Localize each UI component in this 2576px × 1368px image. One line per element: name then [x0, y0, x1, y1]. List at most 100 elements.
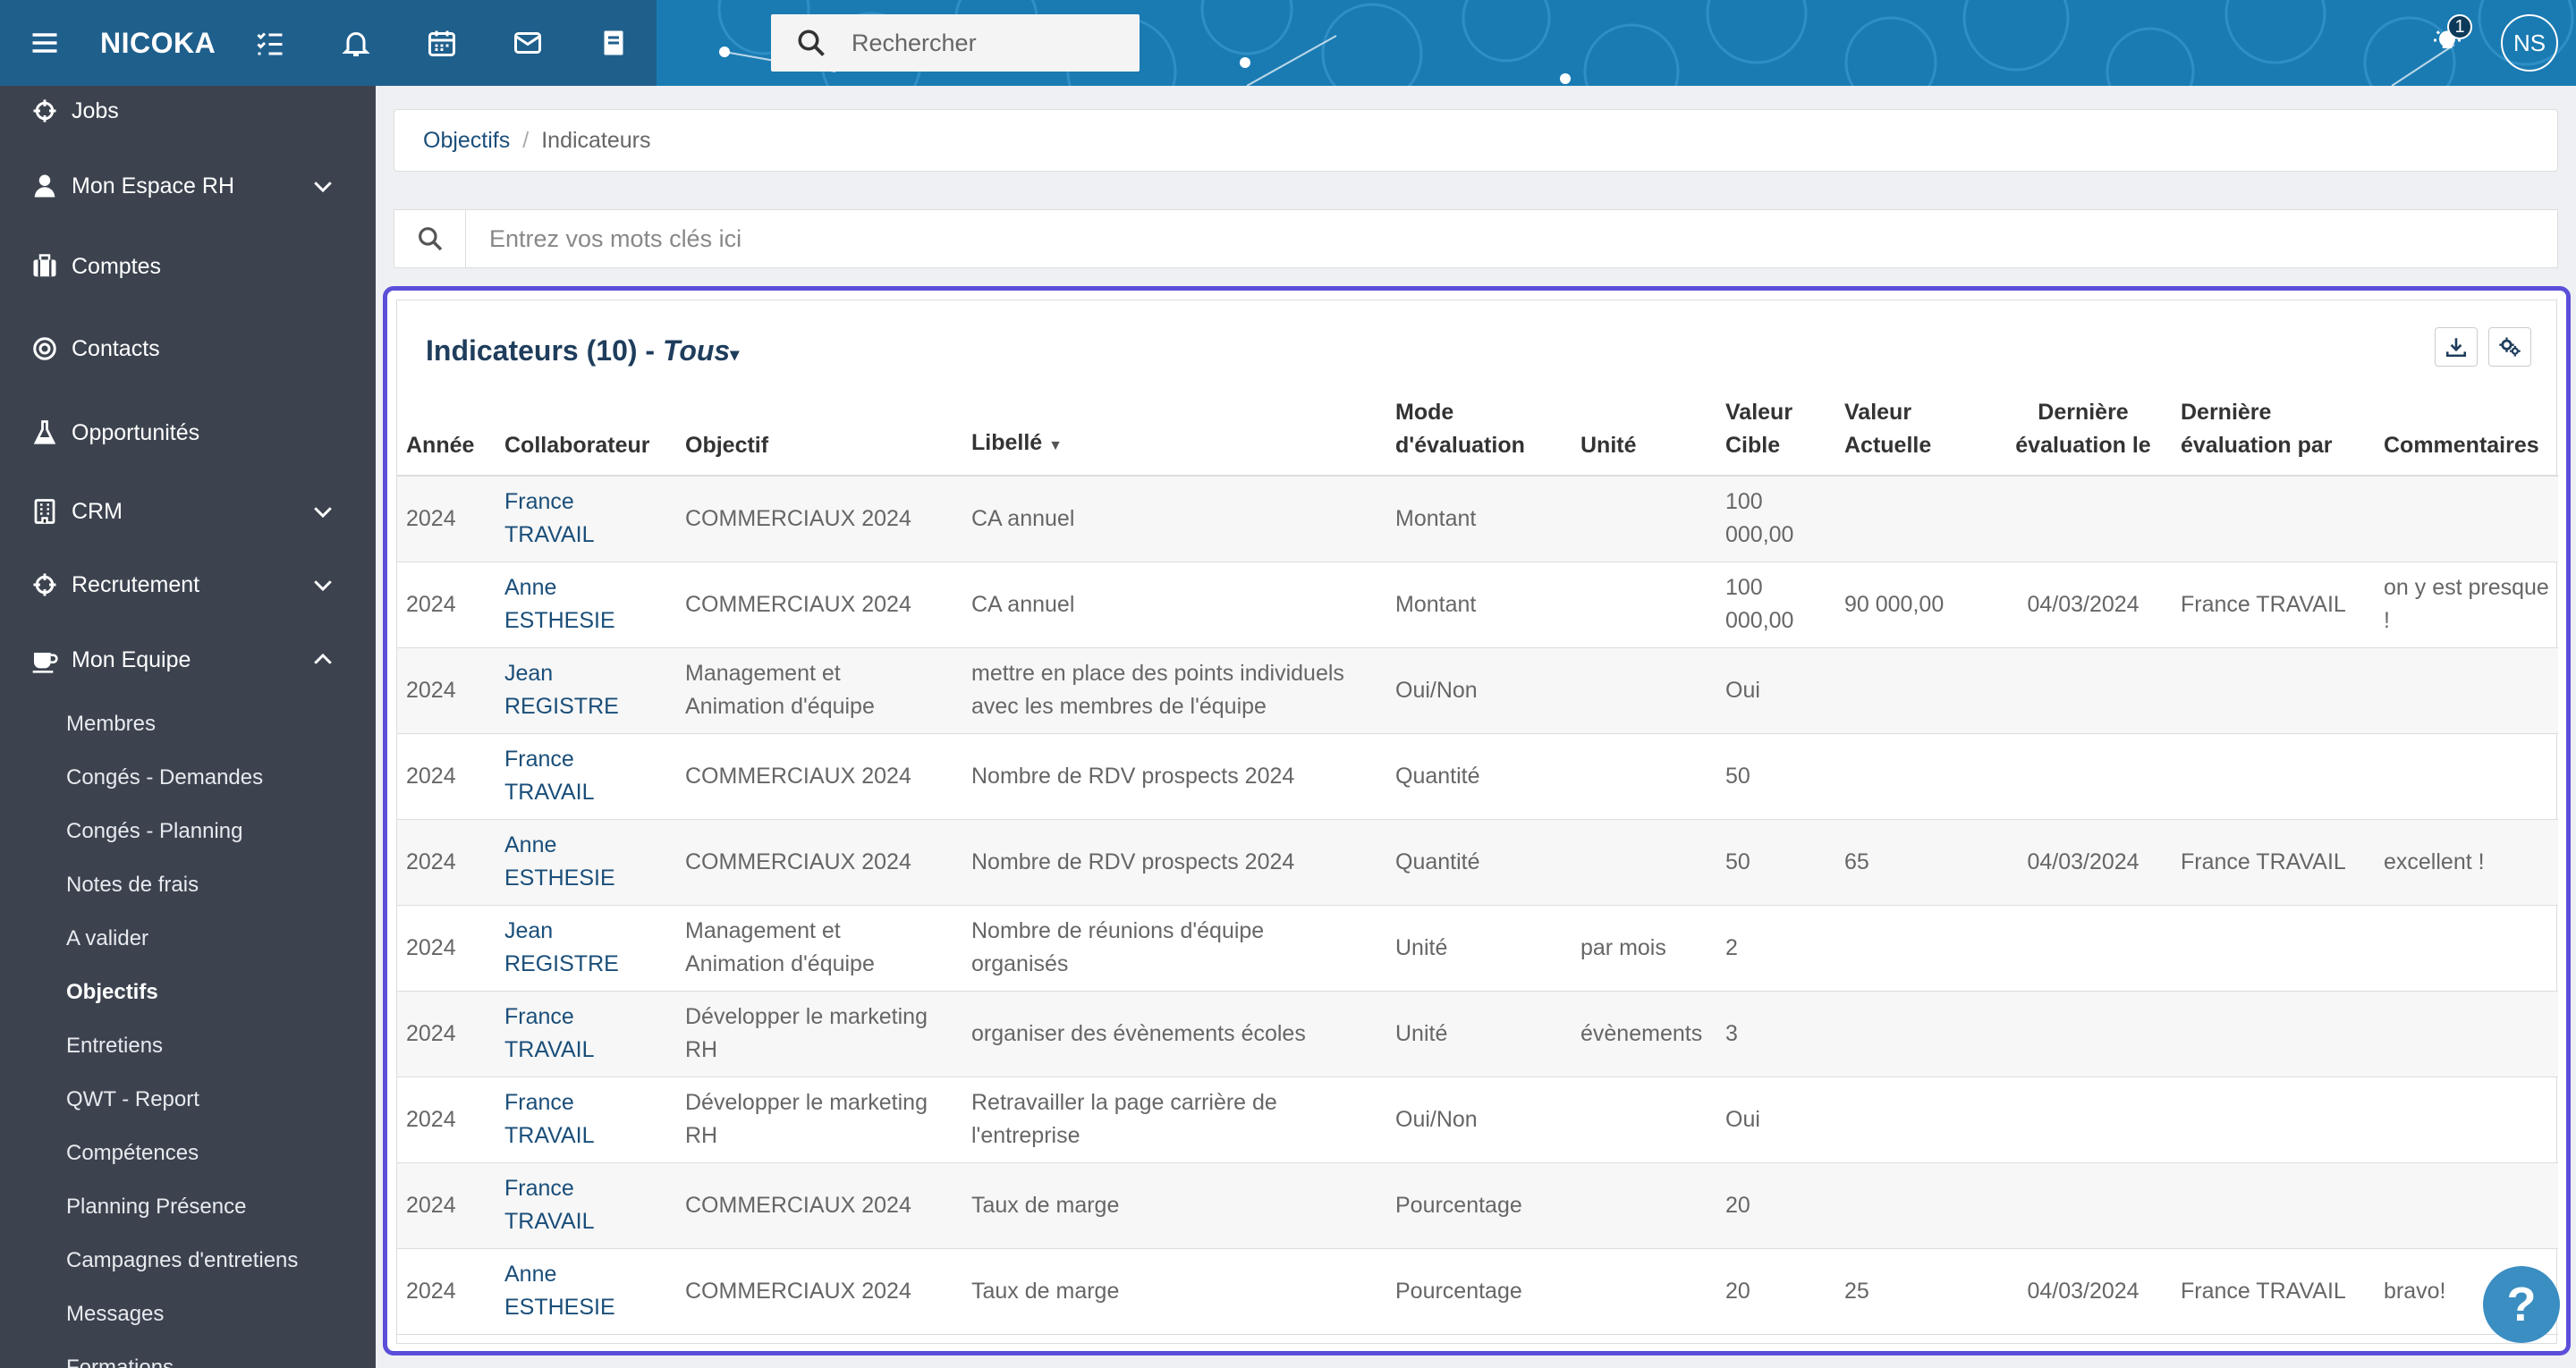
cell-libelle-text[interactable]: l'entreprise [971, 1123, 1080, 1148]
keyword-search[interactable]: Entrez vos mots clés ici [394, 209, 2558, 268]
cell-collaborateur-text[interactable]: Anne [504, 832, 557, 857]
cell-collaborateur[interactable]: Anne ESTHESIE [496, 1248, 676, 1335]
cell-collaborateur[interactable]: France TRAVAIL [496, 1077, 676, 1163]
table-row[interactable]: 2024 Jean REGISTRE Management et Animation d… [397, 905, 2558, 992]
breadcrumb-objectifs-link[interactable]: Objectifs [423, 127, 511, 153]
cell-collaborateur[interactable]: Anne ESTHESIE [496, 819, 676, 906]
cell-libelle[interactable]: Nombre de réunions d'équipe organisés [962, 905, 1386, 992]
cell-collaborateur-text[interactable]: TRAVAIL [504, 1123, 595, 1148]
caret-down-icon[interactable]: ▾ [730, 345, 740, 365]
cell-libelle[interactable]: Nombre de RDV prospects 2024 [962, 819, 1386, 906]
col-mode[interactable]: Mode d'évaluation [1386, 386, 1572, 477]
sidebar-subitem-planning-presence[interactable]: Planning Présence [66, 1195, 247, 1219]
sidebar-item-contacts[interactable]: Contacts [0, 331, 376, 367]
cell-collaborateur[interactable]: France TRAVAIL [496, 476, 676, 562]
cell-collaborateur-text[interactable]: TRAVAIL [504, 1209, 595, 1234]
settings-button[interactable] [2488, 327, 2531, 367]
mail-button[interactable] [510, 0, 546, 86]
col-commentaires[interactable]: Commentaires [2375, 386, 2558, 477]
cell-libelle[interactable]: Retravailler la page carrière de l'entrep… [962, 1077, 1386, 1163]
global-search-placeholder[interactable]: Rechercher [852, 29, 977, 56]
sidebar-subitem-competences[interactable]: Compétences [66, 1141, 199, 1165]
cell-libelle[interactable]: organiser des évènements écoles [962, 991, 1386, 1077]
sidebar-subitem-notes-de-frais[interactable]: Notes de frais [66, 873, 199, 897]
cell-libelle[interactable]: Taux de marge [962, 1162, 1386, 1249]
col-objectif[interactable]: Objectif [676, 386, 962, 477]
cell-collaborateur-text[interactable]: TRAVAIL [504, 780, 595, 805]
calendar-button[interactable] [424, 0, 460, 86]
cell-collaborateur-text[interactable]: REGISTRE [504, 694, 619, 719]
sidebar-subitem-qwt-report[interactable]: QWT - Report [66, 1087, 199, 1111]
col-collaborateur[interactable]: Collaborateur [496, 386, 676, 477]
table-row[interactable]: 2024 France TRAVAIL COMMERCIAUX 2024 Nombre … [397, 733, 2558, 820]
col-valeur-cible[interactable]: Valeur Cible [1716, 386, 1835, 477]
documents-button[interactable] [596, 0, 631, 86]
cell-collaborateur[interactable]: France TRAVAIL [496, 733, 676, 820]
sidebar-subitem-objectifs[interactable]: Objectifs [66, 980, 158, 1004]
sidebar-item-opportunites[interactable]: Opportunités [0, 415, 376, 451]
sidebar-subitem-messages[interactable]: Messages [66, 1302, 165, 1326]
sidebar-item-mon-equipe[interactable]: Mon Equipe [0, 642, 376, 678]
help-button[interactable]: ? [2483, 1266, 2560, 1343]
col-derniere-evaluation-par[interactable]: Dernière évaluation par [2172, 386, 2375, 477]
cell-libelle-text[interactable]: CA annuel [971, 505, 1075, 531]
sidebar-subitem-a-valider[interactable]: A valider [66, 926, 149, 950]
cell-libelle-text[interactable]: Taux de marge [971, 1192, 1120, 1218]
cell-collaborateur-text[interactable]: Jean [504, 661, 554, 686]
cell-collaborateur-text[interactable]: France [504, 1004, 574, 1029]
cell-libelle[interactable]: Nombre de RDV prospects 2024 [962, 733, 1386, 820]
col-derniere-evaluation-le[interactable]: Dernière évaluation le [1995, 386, 2172, 477]
table-row[interactable]: 2024 France TRAVAIL Développer le marketing… [397, 1077, 2558, 1163]
cell-collaborateur-text[interactable]: France [504, 1176, 574, 1201]
sidebar-subitem-formations[interactable]: Formations [66, 1355, 174, 1368]
cell-libelle-text[interactable]: Nombre de réunions d'équipe [971, 918, 1265, 943]
cell-collaborateur-text[interactable]: France [504, 489, 574, 515]
ideas-button[interactable] [2426, 0, 2469, 86]
cell-libelle-text[interactable]: CA annuel [971, 591, 1075, 617]
cell-collaborateur-text[interactable]: Anne [504, 575, 557, 600]
cell-libelle-text[interactable]: avec les membres de l'équipe [971, 694, 1267, 719]
export-button[interactable] [2435, 327, 2478, 367]
cell-collaborateur-text[interactable]: Anne [504, 1262, 557, 1287]
sidebar-item-comptes[interactable]: Comptes [0, 249, 376, 284]
sidebar-item-mon-espace-rh[interactable]: Mon Espace RH [0, 168, 376, 204]
cell-collaborateur[interactable]: France TRAVAIL [496, 1162, 676, 1249]
cell-libelle-text[interactable]: organiser des évènements écoles [971, 1020, 1306, 1046]
cell-libelle-text[interactable]: Nombre de RDV prospects 2024 [971, 849, 1295, 874]
table-row[interactable]: 2024 France TRAVAIL COMMERCIAUX 2024 CA annu… [397, 476, 2558, 562]
table-row[interactable]: 2024 France TRAVAIL COMMERCIAUX 2024 Taux de… [397, 1162, 2558, 1249]
cell-libelle-text[interactable]: Nombre de RDV prospects 2024 [971, 763, 1295, 789]
cell-libelle-text[interactable]: Retravailler la page carrière de [971, 1090, 1277, 1115]
cell-libelle[interactable]: Taux de marge [962, 1248, 1386, 1335]
table-row[interactable]: 2024 Jean REGISTRE Management et Animation d… [397, 647, 2558, 734]
sidebar-subitem-campagnes-entretiens[interactable]: Campagnes d'entretiens [66, 1248, 299, 1272]
sidebar-subitem-conges-planning[interactable]: Congés - Planning [66, 819, 243, 843]
cell-collaborateur-text[interactable]: France [504, 747, 574, 772]
cell-collaborateur-text[interactable]: ESTHESIE [504, 1295, 615, 1320]
cell-collaborateur-text[interactable]: Jean [504, 918, 554, 943]
cell-libelle[interactable]: CA annuel [962, 562, 1386, 648]
cell-collaborateur-text[interactable]: France [504, 1090, 574, 1115]
col-unite[interactable]: Unité [1572, 386, 1716, 477]
keyword-search-input[interactable]: Entrez vos mots clés ici [489, 224, 742, 252]
cell-libelle-text[interactable]: organisés [971, 951, 1069, 976]
cell-libelle-text[interactable]: Taux de marge [971, 1278, 1120, 1304]
user-avatar[interactable]: NS [2501, 14, 2558, 72]
col-libelle[interactable]: Libellé ▼ [962, 386, 1386, 477]
menu-toggle-button[interactable] [27, 0, 63, 86]
sidebar-item-jobs[interactable]: Jobs [0, 93, 376, 129]
table-row[interactable]: 2024 Anne ESTHESIE COMMERCIAUX 2024 CA annue… [397, 562, 2558, 648]
cell-collaborateur-text[interactable]: REGISTRE [504, 951, 619, 976]
app-logo[interactable]: NICOKA [100, 26, 216, 59]
notifications-button[interactable] [338, 0, 374, 86]
table-row[interactable]: 2024 Anne ESTHESIE COMMERCIAUX 2024 Nombre d… [397, 819, 2558, 906]
filter-dropdown[interactable]: Tous [662, 334, 731, 367]
sidebar-item-crm[interactable]: CRM [0, 494, 376, 529]
col-valeur-actuelle[interactable]: Valeur Actuelle [1835, 386, 1995, 477]
tasks-button[interactable] [252, 0, 288, 86]
cell-collaborateur-text[interactable]: ESTHESIE [504, 608, 615, 633]
table-row[interactable]: 2024 France TRAVAIL Développer le marketing… [397, 991, 2558, 1077]
cell-libelle[interactable]: CA annuel [962, 476, 1386, 562]
cell-collaborateur[interactable]: Jean REGISTRE [496, 647, 676, 734]
sidebar-subitem-entretiens[interactable]: Entretiens [66, 1034, 164, 1058]
